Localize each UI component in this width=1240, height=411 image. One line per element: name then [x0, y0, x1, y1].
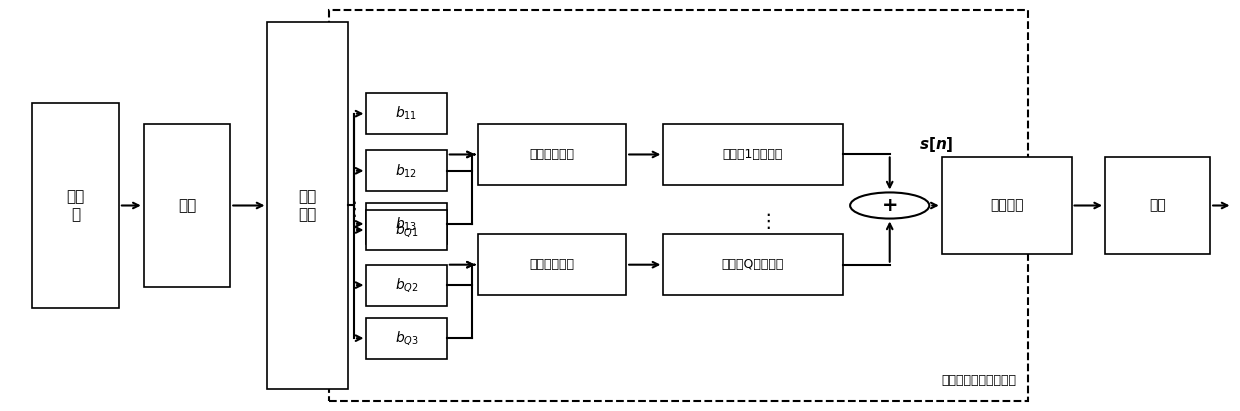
Text: 串并
变换: 串并 变换: [299, 189, 316, 222]
FancyBboxPatch shape: [477, 124, 626, 185]
Text: 比特
流: 比特 流: [67, 189, 84, 222]
Text: +: +: [882, 196, 898, 215]
Text: 选定激活子带: 选定激活子带: [529, 258, 574, 271]
Text: $b_{11}$: $b_{11}$: [396, 105, 418, 122]
FancyBboxPatch shape: [366, 318, 446, 358]
FancyBboxPatch shape: [663, 234, 843, 296]
FancyBboxPatch shape: [366, 203, 446, 244]
FancyBboxPatch shape: [663, 124, 843, 185]
FancyBboxPatch shape: [366, 93, 446, 134]
Text: $b_{12}$: $b_{12}$: [396, 162, 418, 180]
FancyBboxPatch shape: [366, 265, 446, 305]
Text: $b_{Q3}$: $b_{Q3}$: [394, 329, 418, 347]
FancyBboxPatch shape: [366, 150, 446, 191]
Text: $b_{Q1}$: $b_{Q1}$: [394, 221, 418, 239]
FancyBboxPatch shape: [268, 22, 347, 389]
Text: 子带组1扩频调制: 子带组1扩频调制: [723, 148, 784, 161]
FancyBboxPatch shape: [144, 124, 231, 287]
Text: 信道: 信道: [1149, 199, 1166, 212]
FancyBboxPatch shape: [1105, 157, 1210, 254]
FancyBboxPatch shape: [477, 234, 626, 296]
Text: 调制一个扩频周期符号: 调制一个扩频周期符号: [941, 374, 1016, 387]
FancyBboxPatch shape: [366, 210, 446, 250]
Text: ⋮: ⋮: [345, 200, 363, 219]
Text: 选定激活子带: 选定激活子带: [529, 148, 574, 161]
Text: $b_{13}$: $b_{13}$: [396, 215, 418, 233]
Text: 子带组Q扩频调制: 子带组Q扩频调制: [722, 258, 784, 271]
Text: $\boldsymbol{s[n]}$: $\boldsymbol{s[n]}$: [919, 135, 954, 154]
Text: 分组: 分组: [177, 198, 196, 213]
Text: ⋮: ⋮: [759, 212, 779, 231]
FancyBboxPatch shape: [941, 157, 1071, 254]
FancyBboxPatch shape: [32, 104, 119, 307]
Text: $b_{Q2}$: $b_{Q2}$: [394, 276, 418, 294]
Text: 添加帧头: 添加帧头: [990, 199, 1023, 212]
